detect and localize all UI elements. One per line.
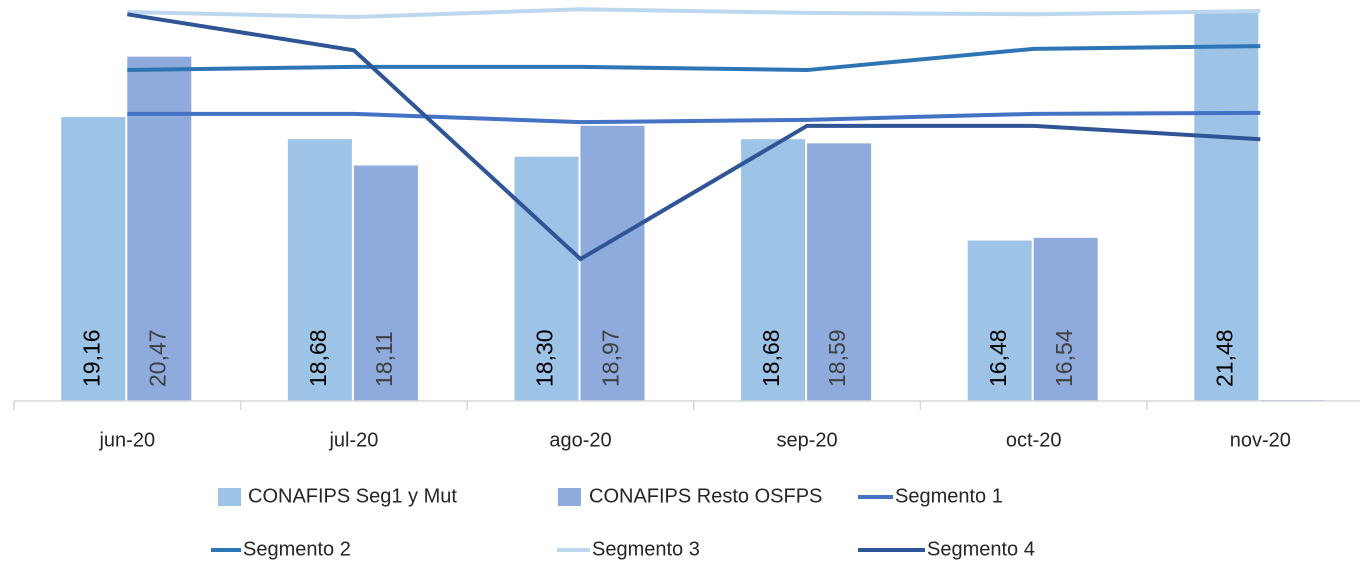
line-series: [127, 110, 1261, 125]
bar: [61, 117, 126, 402]
x-tick-label: oct-20: [1006, 429, 1062, 451]
line-series: [126, 12, 1261, 262]
x-tick-label: jul-20: [328, 429, 378, 451]
data-label: 18,68: [758, 329, 784, 387]
x-tick-label: nov-20: [1230, 429, 1291, 451]
data-label: 19,16: [78, 329, 104, 387]
legend-label: Segmento 1: [895, 485, 1003, 507]
bar: [807, 143, 872, 401]
legend-label: Segmento 2: [243, 538, 351, 560]
bar: [1194, 10, 1259, 402]
legend-swatch: [558, 488, 581, 506]
data-label: 16,48: [985, 329, 1011, 387]
bar: [580, 125, 645, 402]
legend-label: CONAFIPS Resto OSFPS: [589, 485, 822, 507]
legend-label: CONAFIPS Seg1 y Mut: [248, 485, 457, 507]
data-label: 21,48: [1211, 329, 1237, 387]
bar: [353, 165, 418, 401]
data-label: 18,97: [598, 329, 624, 387]
legend-label: Segmento 4: [927, 538, 1035, 560]
legend-label: Segmento 3: [592, 538, 700, 560]
data-label: 16,54: [1051, 329, 1077, 387]
bar: [967, 240, 1032, 401]
line-series: [127, 44, 1261, 73]
bar: [287, 139, 352, 402]
data-label: 18,30: [532, 329, 558, 387]
bar: [1033, 237, 1098, 401]
bar: [741, 139, 806, 402]
x-tick-label: ago-20: [549, 429, 611, 451]
data-label: 18,68: [305, 329, 331, 387]
data-label: 20,47: [144, 329, 170, 387]
line-series: [127, 7, 1261, 20]
x-tick-label: sep-20: [777, 429, 838, 451]
bar: [514, 156, 579, 401]
data-label: 18,59: [824, 329, 850, 387]
legend-swatch: [218, 488, 241, 506]
data-label: 18,11: [371, 331, 397, 387]
x-tick-label: jun-20: [98, 429, 155, 451]
